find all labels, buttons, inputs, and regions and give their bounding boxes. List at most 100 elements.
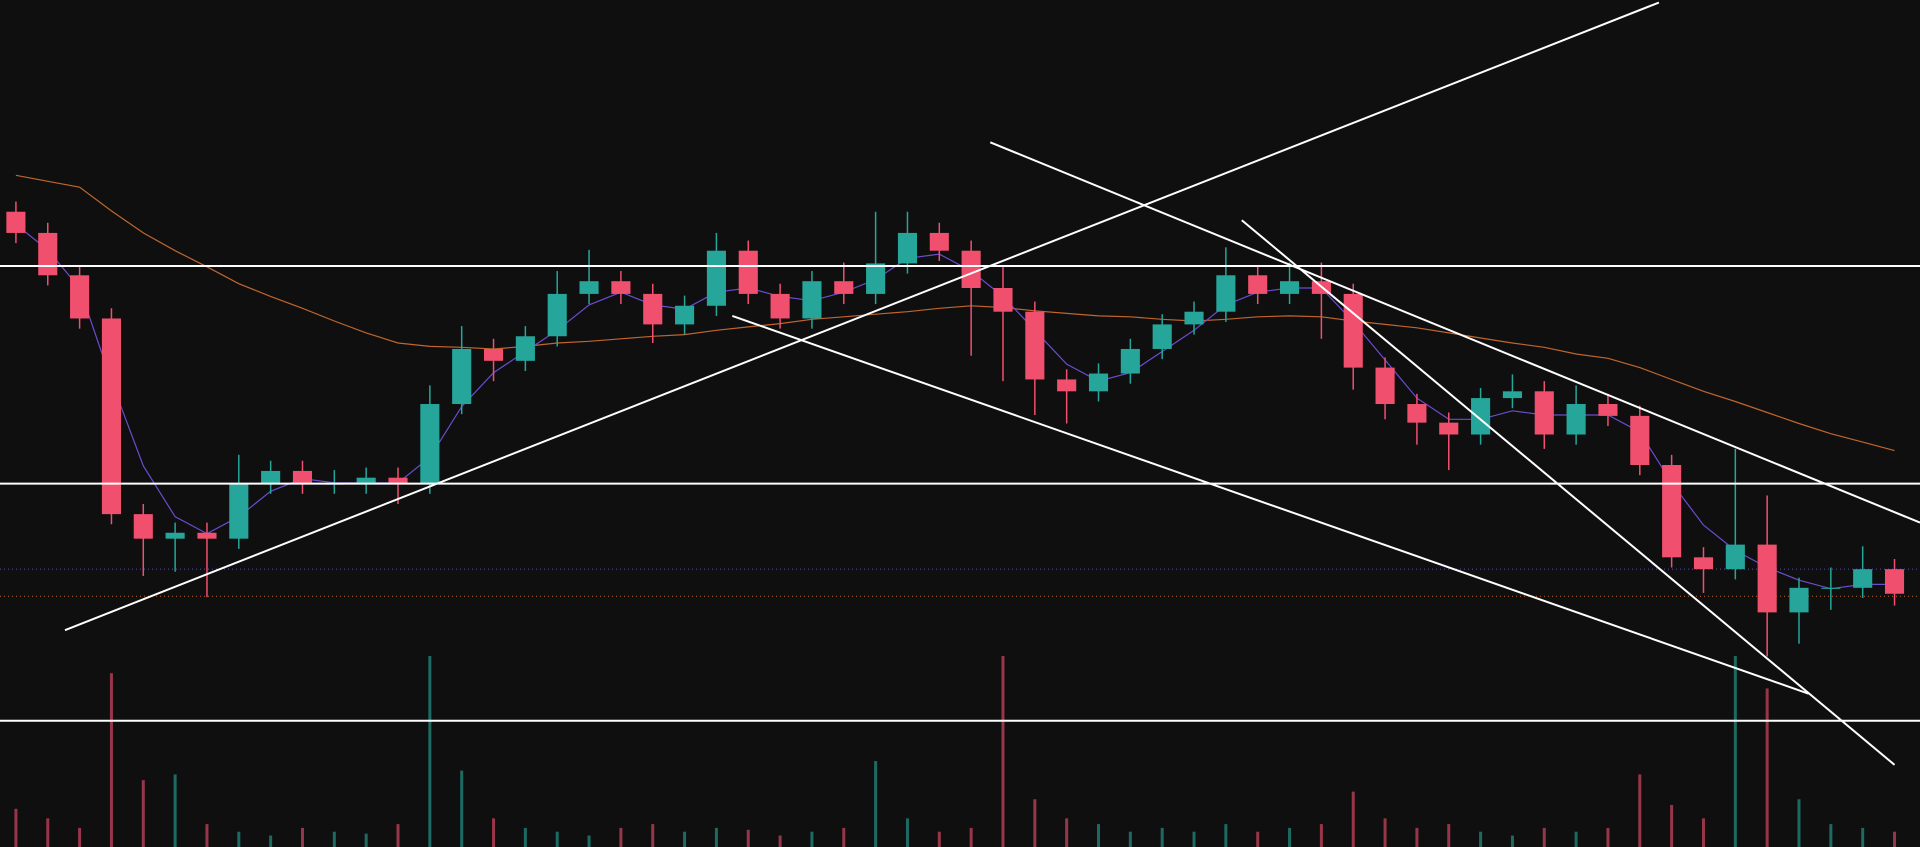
volume-bar (1829, 824, 1833, 847)
candle-body (1088, 373, 1109, 392)
candle-body (929, 232, 949, 251)
candle-body (133, 514, 153, 539)
volume-bar (1128, 831, 1132, 847)
candle-body (292, 470, 313, 484)
volume-bar (778, 835, 782, 847)
candle-body (6, 211, 26, 233)
volume-bar (619, 827, 623, 847)
candle-body (1534, 391, 1554, 435)
volume-bar (1765, 688, 1769, 847)
candle-body (547, 293, 567, 337)
volume-bar (332, 831, 336, 847)
candle-body (1662, 465, 1682, 558)
volume-bar (173, 774, 177, 847)
candle-body (261, 470, 281, 484)
candle-body (1184, 311, 1204, 325)
candle-body (1120, 348, 1140, 374)
candle-body (483, 348, 504, 361)
volume-bar (1001, 656, 1005, 847)
candle-body (706, 250, 726, 306)
candle-body (1502, 391, 1522, 399)
volume-bar (905, 818, 909, 847)
volume-bar (969, 827, 973, 847)
volume-bar (651, 824, 655, 847)
volume-bar (396, 824, 400, 847)
volume-bar (1542, 827, 1546, 847)
volume-bar (1893, 831, 1897, 847)
candle-body (1216, 275, 1236, 312)
volume-bar (714, 827, 718, 847)
candle-body (834, 281, 854, 294)
volume-bar (1065, 818, 1069, 847)
volume-bar (428, 656, 432, 847)
candle-body (961, 250, 981, 288)
moving-average (15, 174, 1895, 452)
candle-body (229, 483, 249, 539)
volume-bar (46, 818, 50, 847)
volume-bar (14, 808, 18, 847)
candle-body (675, 305, 695, 325)
candle-body (643, 293, 663, 325)
candle-body (38, 232, 58, 276)
candle-body (452, 348, 472, 405)
volume-bar (78, 827, 82, 847)
candle-body (388, 477, 408, 484)
volume-bar (364, 833, 368, 847)
candle-body (993, 287, 1013, 312)
candle-body (1025, 311, 1045, 380)
candle-body (897, 232, 918, 264)
candle-body (1821, 587, 1841, 589)
volume-bar (1288, 827, 1292, 847)
volume-bar (1574, 831, 1578, 847)
volume-bar (683, 831, 687, 847)
candle-body (1630, 415, 1650, 466)
volume-bar (492, 818, 496, 847)
volume-bar (1415, 827, 1419, 847)
candle-body (866, 263, 886, 294)
volume-bar (1606, 827, 1610, 847)
candle-body (1471, 398, 1491, 435)
volume-bar (205, 824, 209, 847)
volume-bar (237, 831, 241, 847)
volume-bar (937, 831, 941, 847)
volume-bar (1097, 824, 1101, 847)
candle-body (1693, 557, 1714, 570)
volume-bar (1638, 774, 1642, 847)
candle-body (1566, 404, 1586, 435)
volume-bar (874, 761, 878, 847)
trend-line (732, 314, 1809, 695)
volume-bar (1383, 818, 1387, 847)
volume-bar (810, 831, 814, 847)
volume-bar (1224, 824, 1228, 847)
volume-bar (1447, 824, 1451, 847)
candle-body (611, 281, 631, 294)
volume-bar (1861, 827, 1865, 847)
candle-body (1853, 569, 1873, 588)
volume-bar (523, 827, 527, 847)
candle-body (1248, 275, 1268, 294)
candle-body (1757, 544, 1777, 613)
candle-body (515, 336, 535, 361)
volume-bar (1670, 804, 1674, 847)
volume-bar (269, 835, 273, 847)
volume-bar (746, 829, 750, 847)
candle-body (1598, 404, 1618, 416)
candle-body (1057, 379, 1077, 392)
candle-body (579, 281, 599, 294)
trend-line (1241, 219, 1896, 766)
volume-bar (300, 827, 304, 847)
candle-body (420, 404, 440, 484)
volume-bar (1733, 656, 1737, 847)
candle-body (1280, 281, 1300, 294)
candle-body (802, 281, 822, 319)
candle-body (770, 293, 790, 319)
volume-bar (587, 835, 591, 847)
candle-body (1343, 293, 1363, 368)
candle-body (197, 532, 217, 539)
candle-body (101, 318, 121, 515)
candle-body (1725, 544, 1745, 570)
trend-line (989, 141, 1920, 524)
candle-body (738, 250, 758, 294)
